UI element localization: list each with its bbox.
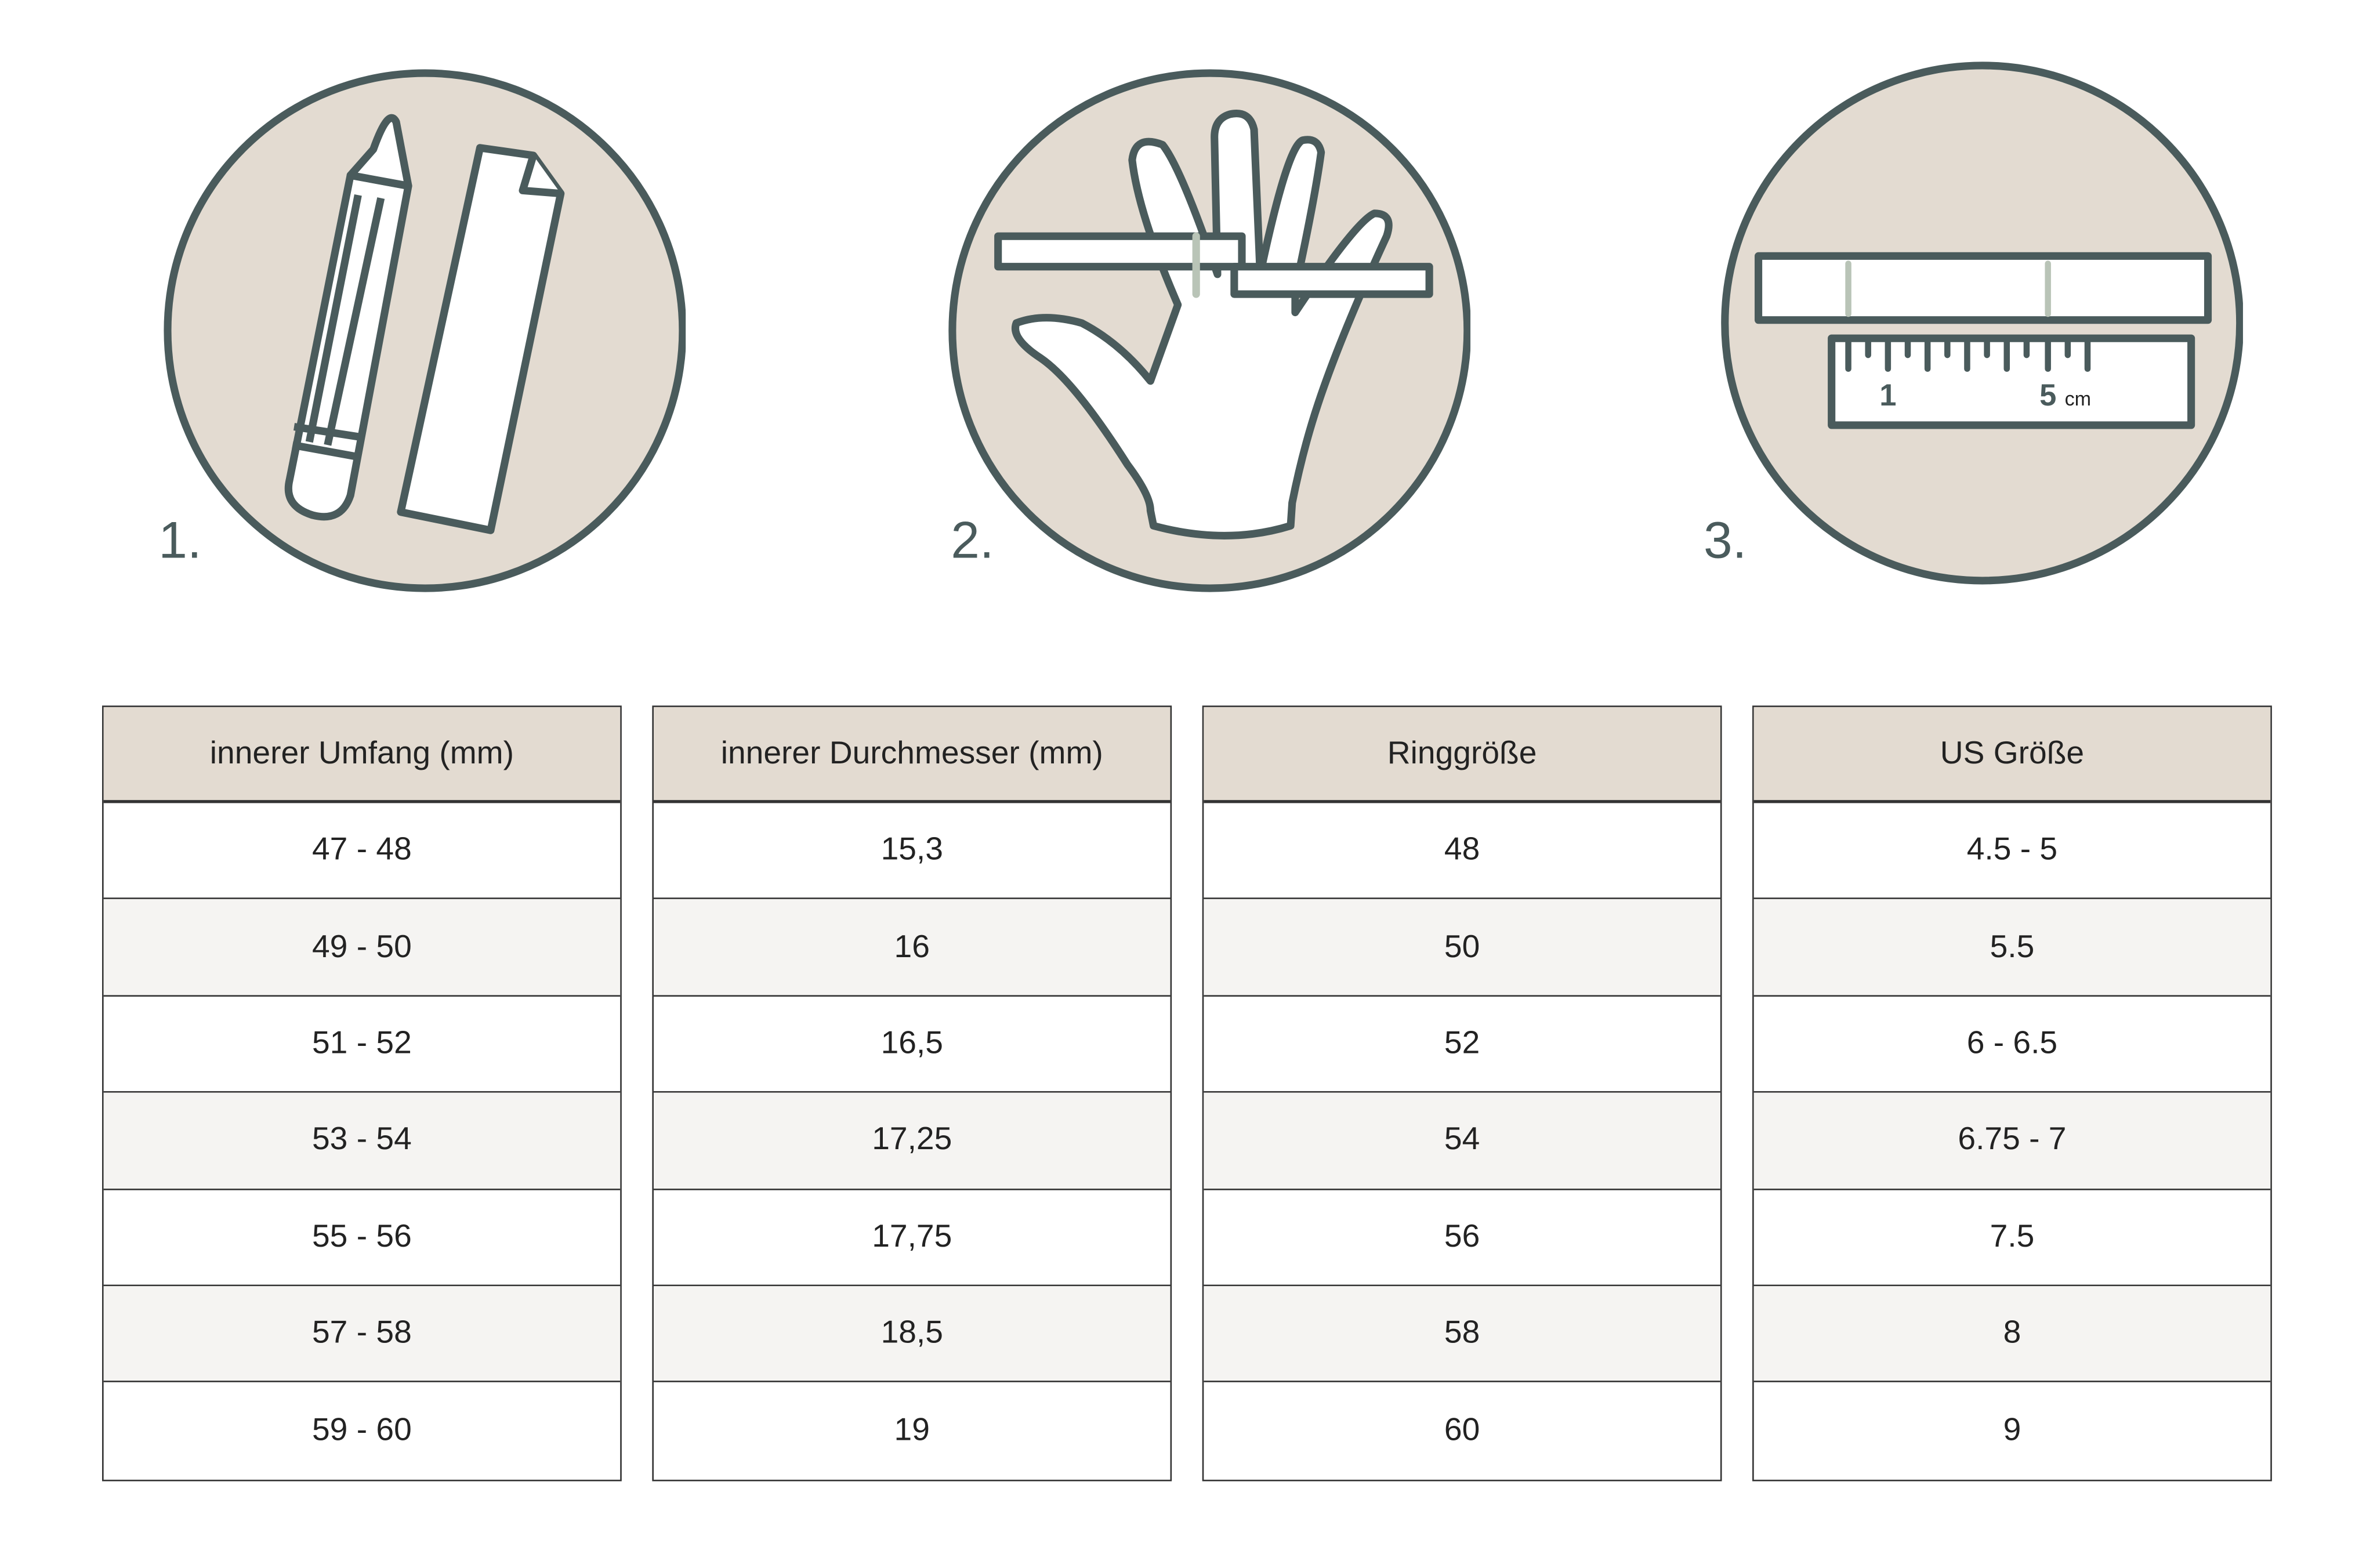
size-column: innerer Umfang (mm) 47 - 48 49 - 50 51 - 52… [102, 705, 622, 1481]
step-number: 1. [158, 512, 202, 570]
table-cell: 15,3 [653, 803, 1171, 900]
table-cell: 48 [1204, 803, 1720, 900]
table-cell: 60 [1444, 1413, 1480, 1448]
table-cell: 47 - 48 [103, 803, 621, 900]
step-1: 1. [153, 61, 686, 610]
hand-with-paper-strip-icon [948, 69, 1471, 592]
size-column: US Größe 4.5 - 5 5.5 6 - 6.5 6.75 - 7 7.5 8 9 [1752, 705, 2272, 1481]
table-cell: 7.5 [1753, 1190, 2271, 1287]
table-cell: 52 [1204, 996, 1720, 1093]
step-3: 1 5 cm 3. [1704, 61, 2243, 610]
table-cell: 55 - 56 [103, 1190, 621, 1287]
table-cell: 57 - 58 [103, 1286, 621, 1383]
table-cell: 19 [894, 1413, 930, 1448]
ruler-label-1: 1 [1879, 378, 1896, 412]
table-cell: 17,25 [653, 1093, 1171, 1190]
table-cell: 16,5 [653, 996, 1171, 1093]
table-cell: 4.5 - 5 [1753, 803, 2271, 900]
size-column: Ringgröße 48 50 52 54 56 58 60 [1202, 705, 1722, 1481]
table-cell: 6.75 - 7 [1753, 1093, 2271, 1190]
strip-and-ruler-icon: 1 5 cm [1721, 61, 2243, 585]
table-cell: 5.5 [1753, 899, 2271, 997]
table-cell: 6 - 6.5 [1753, 996, 2271, 1093]
table-cell: 16 [653, 899, 1171, 997]
step-number: 2. [951, 512, 994, 570]
table-cell: 51 - 52 [103, 996, 621, 1093]
column-header: innerer Umfang (mm) [103, 707, 621, 803]
table-cell: 50 [1204, 899, 1720, 997]
table-cell: 18,5 [653, 1286, 1171, 1383]
ruler-label-5: 5 [2039, 378, 2056, 412]
column-header: US Größe [1753, 707, 2271, 803]
column-header: Ringgröße [1204, 707, 1720, 803]
table-cell: 49 - 50 [103, 899, 621, 997]
table-cell: 9 [2003, 1413, 2021, 1448]
column-header: innerer Durchmesser (mm) [653, 707, 1171, 803]
table-cell: 54 [1204, 1093, 1720, 1190]
size-column: innerer Durchmesser (mm) 15,3 16 16,5 17,25 1… [652, 705, 1172, 1481]
table-cell: 8 [1753, 1286, 2271, 1383]
pencil-and-paper-strip-icon [164, 69, 686, 592]
step-number: 3. [1703, 512, 1747, 570]
ruler-unit: cm [2065, 388, 2092, 410]
table-cell: 17,75 [653, 1190, 1171, 1287]
table-cell: 58 [1204, 1286, 1720, 1383]
table-cell: 59 - 60 [312, 1413, 412, 1448]
table-cell: 53 - 54 [103, 1093, 621, 1190]
step-2: 2. [937, 61, 1471, 610]
table-cell: 56 [1204, 1190, 1720, 1287]
